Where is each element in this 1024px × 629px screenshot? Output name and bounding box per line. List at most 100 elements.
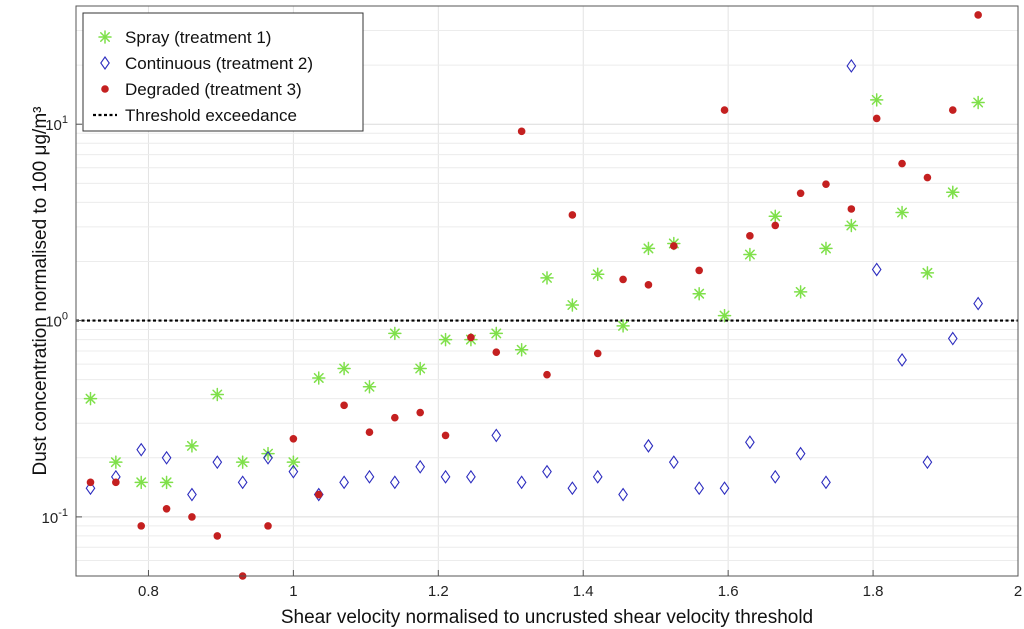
- series-3-point: [340, 401, 348, 410]
- x-tick-label: 1: [289, 583, 297, 600]
- series-3-point: [619, 275, 627, 284]
- series-1-point: [514, 343, 529, 357]
- series-1-point: [83, 391, 98, 406]
- series-1-point: [844, 218, 859, 233]
- series-1-point: [920, 266, 935, 280]
- series-1-point: [337, 361, 351, 376]
- series-1-point: [895, 205, 909, 220]
- series-2-point: [288, 464, 299, 479]
- series-1-point: [768, 209, 783, 223]
- x-tick-label: 1.4: [573, 583, 594, 600]
- y-tick-label: 100: [45, 311, 68, 331]
- legend-entry-2: Continuous (treatment 2): [125, 54, 313, 73]
- axis-ticks: 0.8 1 1.2 1.4 1.6 1.8 2 10-1 100 101: [42, 114, 1023, 600]
- series-3-point: [923, 173, 932, 182]
- series-1-point: [565, 298, 580, 312]
- legend-swatch-1: [98, 30, 112, 44]
- series-2-point: [618, 487, 628, 502]
- legend-swatch-3: [101, 85, 109, 93]
- series-3-point: [314, 490, 323, 499]
- series-2-point: [542, 464, 552, 479]
- series-3-point: [365, 428, 374, 436]
- legend-entry-3: Degraded (treatment 3): [125, 80, 302, 99]
- series-1-point: [413, 361, 427, 376]
- series-2-point: [592, 469, 603, 484]
- series-1-point: [159, 475, 174, 490]
- series-3-point: [162, 504, 171, 513]
- series-3-point: [720, 106, 729, 114]
- legend-entry-4: Threshold exceedance: [125, 106, 297, 125]
- series-1-point: [134, 475, 148, 490]
- series-1-point: [540, 271, 554, 285]
- series-1-point: [946, 185, 960, 200]
- series-2-point: [694, 481, 705, 496]
- series-1-point: [793, 285, 808, 299]
- series-2-point: [364, 469, 375, 484]
- series-1-point: [692, 286, 706, 301]
- series-3-point: [441, 431, 450, 440]
- series-3-point: [492, 348, 501, 356]
- series-3-point: [112, 478, 120, 487]
- series-3-point: [644, 281, 653, 289]
- series-3-point: [822, 180, 830, 188]
- series-1-point: [438, 332, 453, 347]
- series-3-point: [948, 106, 957, 114]
- series-1-point: [869, 93, 884, 107]
- data-points: [83, 11, 985, 580]
- series-1-point: [616, 319, 630, 333]
- series-3-point: [771, 221, 780, 230]
- series-1-point: [590, 267, 605, 282]
- series-3-point: [467, 333, 475, 342]
- series-1-point: [185, 439, 199, 453]
- y-axis-label: Dust concentration normalised to 100 μg/…: [30, 107, 51, 476]
- series-2-point: [516, 475, 527, 490]
- series-2-point: [795, 446, 806, 461]
- series-2-point: [339, 475, 349, 490]
- series-3-point: [593, 349, 602, 358]
- x-tick-label: 1.6: [718, 583, 739, 600]
- series-2-point: [187, 487, 197, 502]
- legend-box: [82, 12, 364, 132]
- legend: Spray (treatment 1) Continuous (treatment…: [82, 12, 364, 132]
- series-2-point: [871, 262, 882, 277]
- plot-frame: [75, 5, 1019, 577]
- series-3-point: [898, 159, 906, 168]
- grid-lines: [76, 5, 1019, 577]
- series-3-point: [213, 532, 222, 540]
- series-3-point: [847, 205, 856, 213]
- series-3-point: [543, 370, 551, 379]
- series-1-point: [235, 455, 250, 469]
- series-2-point: [846, 59, 857, 73]
- series-3-point: [796, 189, 805, 198]
- series-2-point: [161, 450, 172, 465]
- series-3-point: [517, 127, 526, 136]
- series-2-point: [440, 469, 451, 484]
- series-1-point: [388, 326, 402, 341]
- series-1-point: [311, 371, 326, 385]
- series-1-point: [819, 241, 833, 256]
- series-2-point: [719, 481, 730, 496]
- series-3-point: [872, 114, 881, 123]
- x-tick-label: 0.8: [138, 583, 159, 600]
- series-1-point: [743, 247, 757, 262]
- x-tick-label: 1.8: [863, 583, 884, 600]
- series-1-point: [362, 380, 377, 394]
- series-1-point: [109, 455, 123, 469]
- legend-swatch-2: [100, 56, 110, 70]
- series-3-point: [86, 478, 95, 487]
- series-2-point: [745, 435, 755, 450]
- series-1-point: [971, 95, 985, 110]
- series-2-point: [770, 469, 781, 484]
- series-2-point: [466, 469, 476, 484]
- series-1-point: [210, 387, 225, 402]
- series-2-point: [821, 475, 831, 490]
- series-3-point: [695, 266, 703, 275]
- x-axis-label: Shear velocity normalised to uncrusted s…: [281, 607, 813, 628]
- series-3-point: [416, 408, 424, 417]
- series-2-point: [668, 455, 679, 470]
- series-1-point: [489, 326, 504, 341]
- series-3-point: [568, 211, 577, 219]
- series-2-point: [922, 455, 933, 470]
- series-2-point: [897, 352, 907, 367]
